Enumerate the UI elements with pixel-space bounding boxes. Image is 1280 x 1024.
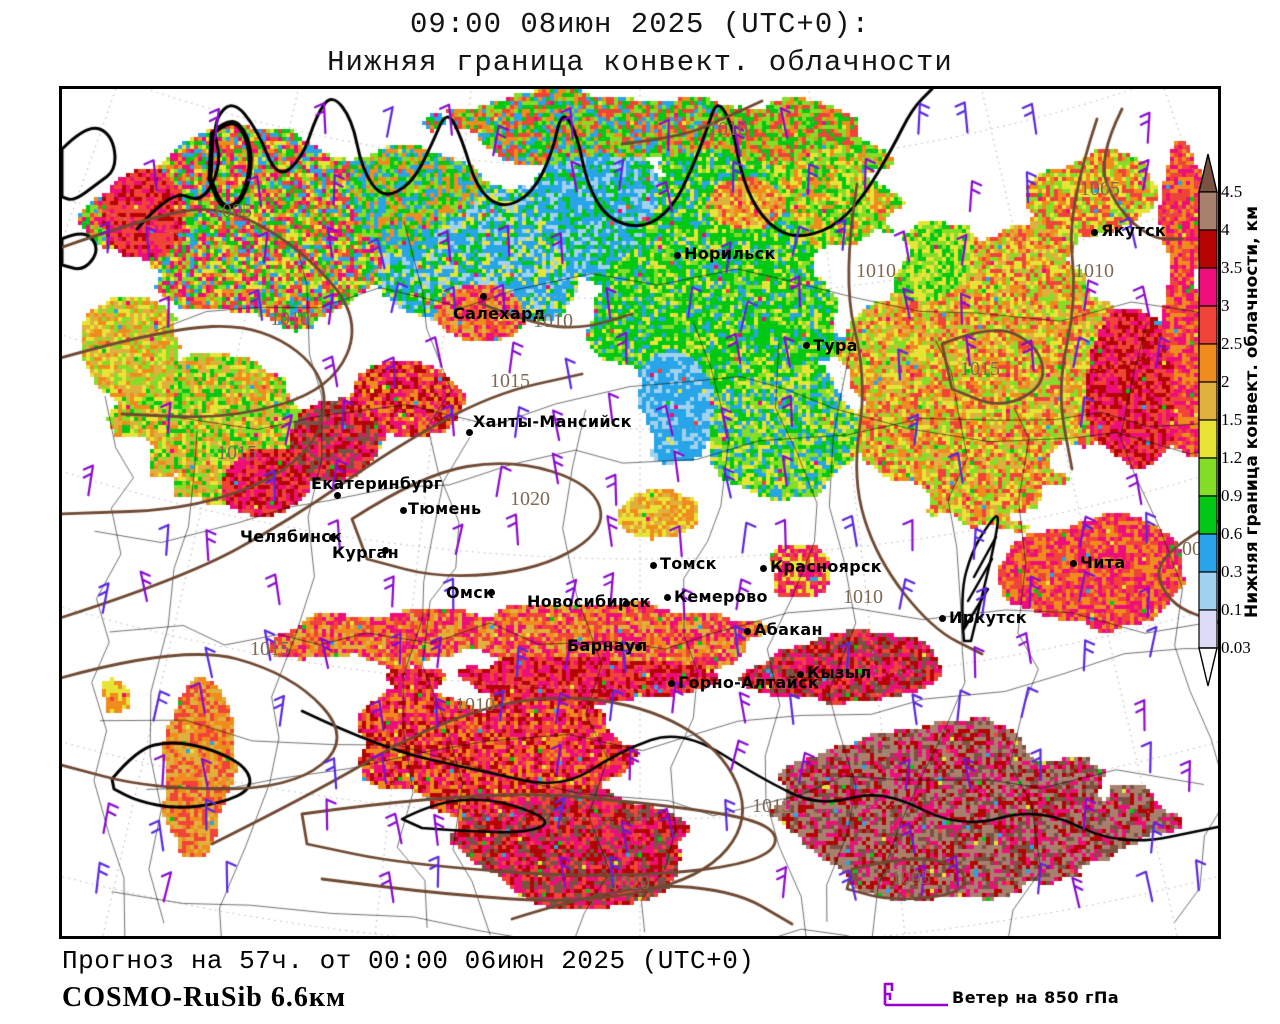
city-label: Абакан [754, 620, 823, 639]
colorbar-tick: 4 [1221, 220, 1230, 239]
colorbar-tick: 0.9 [1221, 486, 1243, 505]
city-dot [399, 506, 407, 514]
city-dot [333, 491, 341, 499]
colorbar-tick: 1.5 [1221, 410, 1243, 429]
city-label: Екатеринбург [311, 474, 443, 493]
colorbar-tick: 2 [1221, 372, 1230, 391]
city-label: Горно-Алтайск [678, 673, 819, 692]
city-dot [667, 679, 675, 687]
colorbar-tick: 3 [1221, 296, 1230, 315]
colorbar-tick: 0.6 [1221, 524, 1243, 543]
city-dot [465, 428, 473, 436]
isobar-label: 1015 [490, 370, 530, 392]
city-dot [663, 593, 671, 601]
isobar-label: 1010 [856, 260, 896, 282]
colorbar-band [1198, 571, 1218, 611]
city-dot [802, 341, 810, 349]
colorbar-tick: 3.5 [1221, 258, 1243, 277]
colorbar-arrow [1198, 647, 1218, 687]
city-dot [743, 627, 751, 635]
city-label: Якутск [1101, 221, 1167, 240]
colorbar-band [1198, 609, 1218, 649]
colorbar-band [1198, 343, 1218, 383]
page-title-line-1: 09:00 08июн 2025 (UTC+0): [409, 8, 871, 41]
colorbar-band [1198, 267, 1218, 307]
colorbar-band [1198, 457, 1218, 497]
isobar-label: 1020 [510, 488, 550, 510]
city-label: Кызыл [807, 663, 872, 682]
isobar-label: 1010 [708, 118, 748, 140]
city-dot [487, 588, 495, 596]
colorbar-band [1198, 419, 1218, 459]
city-label: Новосибирск [527, 592, 651, 611]
city-label: Ханты-Мансийск [473, 412, 632, 431]
colorbar-tick: 4.5 [1221, 182, 1243, 201]
city-label: Челябинск [240, 527, 343, 546]
isobar-label: 1005 [891, 867, 931, 889]
city-label: Иркутск [949, 608, 1027, 627]
isobar-label: 1010 [843, 586, 883, 608]
city-label: Тюмень [408, 499, 482, 518]
isobar-label: 1010 [455, 694, 495, 716]
isobar-label: 1015 [752, 795, 792, 817]
isobar-label: 1010 [1074, 260, 1114, 282]
colorbar-tick: 0.03 [1221, 638, 1251, 657]
colorbar [1198, 153, 1218, 687]
footer-forecast-line: Прогноз на 57ч. от 00:00 06июн 2025 (UTC… [62, 946, 755, 976]
city-dot [381, 546, 389, 554]
city-dot [634, 643, 642, 651]
city-dot [1090, 228, 1098, 236]
city-label: Тура [813, 336, 858, 355]
colorbar-band [1198, 305, 1218, 345]
wind-legend: Ветер на 850 гПа [874, 978, 1274, 1014]
colorbar-band [1198, 495, 1218, 535]
city-dot [796, 670, 804, 678]
colorbar-tick: 1.2 [1221, 448, 1243, 467]
colorbar-band [1198, 229, 1218, 269]
city-label: Курган [332, 543, 399, 562]
city-label: Томск [660, 554, 717, 573]
city-label: Омск [446, 583, 495, 602]
isobar-label: 1010 [533, 310, 573, 332]
colorbar-axis-label: Нижняя граница конвект. облачности, км [1242, 206, 1262, 618]
city-dot [1069, 559, 1077, 567]
forecast-map-frame: Якутск Норильск Салехард Тура Ханты-Мансийск… [59, 86, 1221, 939]
city-label: Кемерово [674, 587, 768, 606]
colorbar-band [1198, 191, 1218, 231]
colorbar-tick: 2.5 [1221, 334, 1243, 353]
forecast-map: Якутск Норильск Салехард Тура Ханты-Мансийск… [62, 89, 1218, 936]
city-dot [479, 292, 487, 300]
map-canvas [62, 89, 1218, 936]
city-dot [649, 561, 657, 569]
city-label: Салехард [453, 304, 547, 323]
isobar-label: 1015 [250, 638, 290, 660]
colorbar-tick: 0.3 [1221, 562, 1243, 581]
colorbar-band [1198, 533, 1218, 573]
footer-model-line: COSMO-RuSib 6.6км [62, 982, 347, 1013]
city-label: Красноярск [770, 557, 882, 576]
city-dot [328, 533, 336, 541]
city-label: Норильск [684, 244, 776, 263]
colorbar-tick: 0.1 [1221, 600, 1243, 619]
city-label: Чита [1080, 553, 1126, 572]
city-dot [622, 599, 630, 607]
page-title-line-2: Нижняя граница конвект. облачности [327, 46, 953, 79]
colorbar-arrow [1198, 153, 1218, 193]
isobar-label: 1005 [1080, 178, 1120, 200]
wind-legend-label: Ветер на 850 гПа [952, 988, 1120, 1007]
wind-barb-icon [883, 982, 948, 1007]
isobar-label: 1005 [212, 200, 252, 222]
city-dot [673, 251, 681, 259]
isobar-label: 1010 [270, 308, 310, 330]
city-dot [938, 614, 946, 622]
isobar-label: 1015 [960, 358, 1000, 380]
isobar-label: 1010 [610, 872, 650, 894]
city-label: Барнаул [567, 636, 648, 655]
city-dot [759, 564, 767, 572]
isobar-label: 1015 [217, 442, 257, 464]
colorbar-band [1198, 381, 1218, 421]
